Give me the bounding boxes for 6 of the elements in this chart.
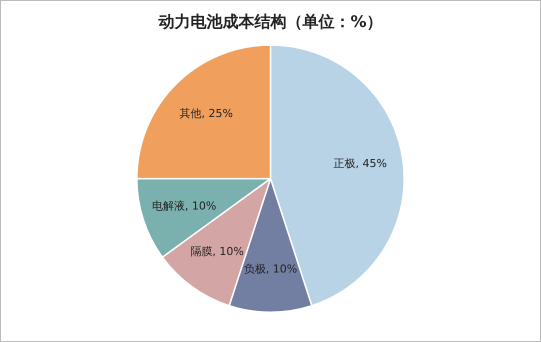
chart-title: 动力电池成本结构（单位：%） [157,12,383,31]
slice-label: 正极, 45% [334,157,387,170]
slice-label: 其他, 25% [180,107,233,120]
slice-label: 隔膜, 10% [190,244,244,258]
slice-label: 负极, 10% [244,262,298,276]
slice-label: 电解液, 10% [152,200,216,213]
